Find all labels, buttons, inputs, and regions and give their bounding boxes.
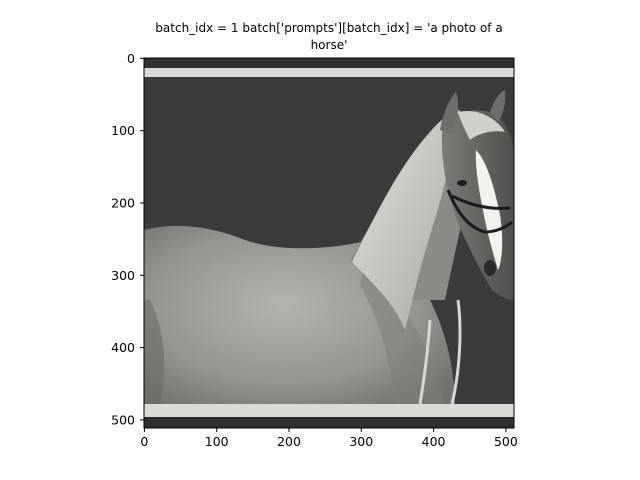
horse-blaze <box>475 150 503 270</box>
x-tick-label: 300 <box>349 434 373 449</box>
figure-title: batch_idx = 1 batch['prompts'][batch_idx… <box>144 20 514 54</box>
horse-mane <box>352 110 460 330</box>
x-axis: 0 100 200 300 400 500 <box>140 428 518 449</box>
horse-photo <box>144 58 514 428</box>
y-tick-label: 100 <box>111 123 135 138</box>
x-tick-label: 0 <box>140 434 148 449</box>
figure-title-line-1: batch_idx = 1 batch['prompts'][batch_idx… <box>155 21 503 35</box>
lead-rope <box>418 299 462 405</box>
x-tick-label: 400 <box>422 434 446 449</box>
y-tick-label: 0 <box>127 51 135 66</box>
x-tick-label: 200 <box>277 434 301 449</box>
y-tick-label: 400 <box>111 340 135 355</box>
y-tick-label: 300 <box>111 268 135 283</box>
axes-frame <box>143 57 515 429</box>
horse-ear-left <box>440 92 459 134</box>
bottom-frame-bar <box>144 404 514 417</box>
figure-title-line-2: horse' <box>310 38 348 52</box>
x-tick-label: 100 <box>205 434 229 449</box>
horse-halter <box>446 189 513 234</box>
y-axis: 0 100 200 300 400 500 <box>111 51 144 428</box>
horse-eye <box>457 180 467 186</box>
top-frame-bar <box>144 68 514 77</box>
x-tick-label: 500 <box>494 434 518 449</box>
y-tick-label: 200 <box>111 196 135 211</box>
horse-ear-right <box>490 90 506 122</box>
y-tick-label: 500 <box>111 413 135 428</box>
